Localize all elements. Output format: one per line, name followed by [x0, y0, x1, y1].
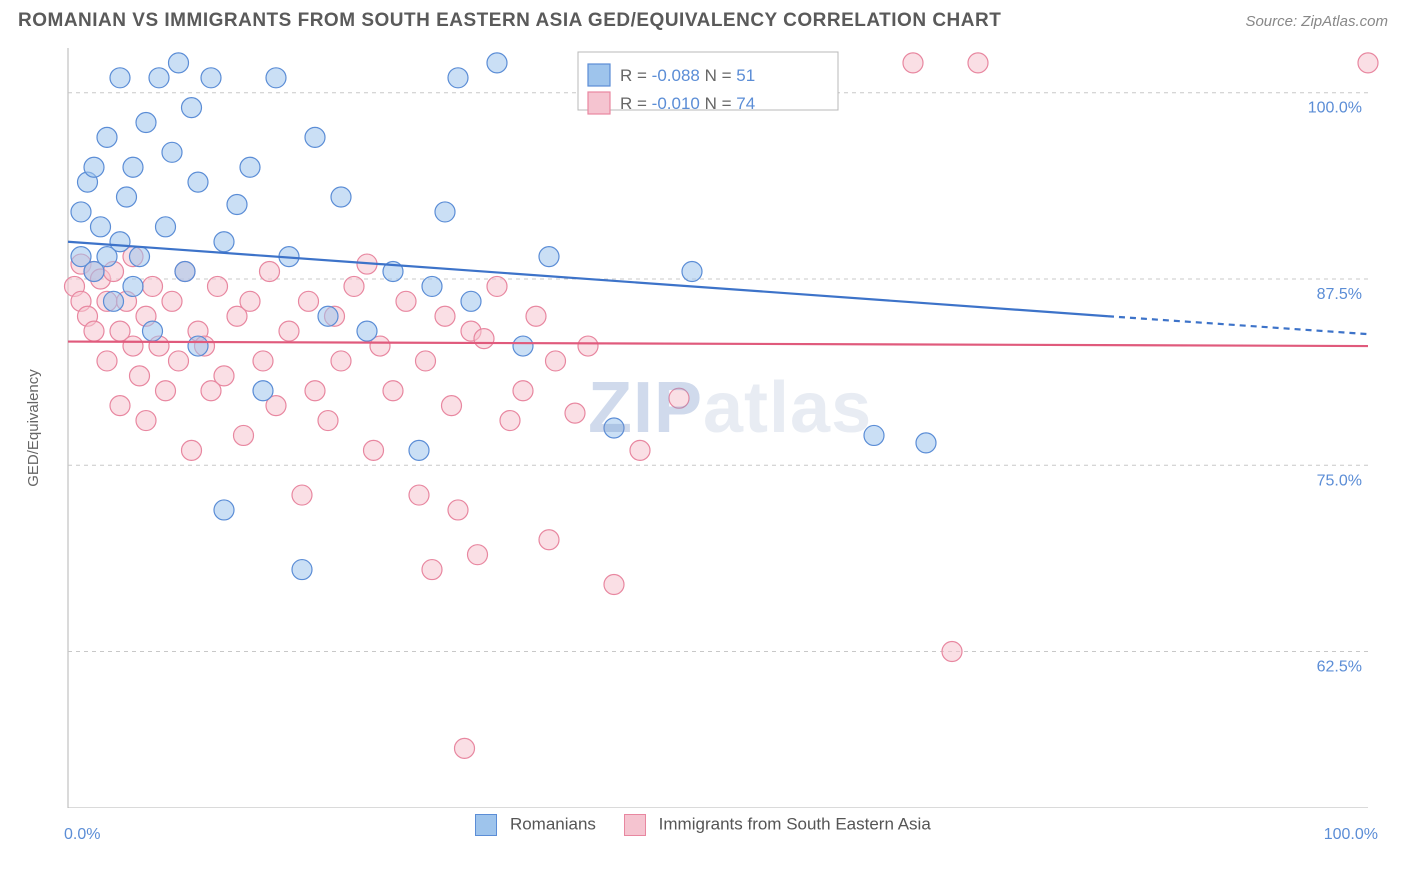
- scatter-chart: 62.5% 75.0% 87.5% 100.0% GED/Equivalency R = …: [18, 38, 1388, 808]
- svg-text:GED/Equivalency: GED/Equivalency: [25, 369, 42, 487]
- swatch-icon: [475, 814, 497, 836]
- swatch-icon: [624, 814, 646, 836]
- svg-text:75.0%: 75.0%: [1317, 472, 1362, 489]
- svg-text:100.0%: 100.0%: [1308, 100, 1362, 117]
- svg-text:62.5%: 62.5%: [1317, 659, 1362, 676]
- x-axis-max-label: 100.0%: [1324, 826, 1378, 844]
- svg-text:R = -0.088 N = 51: R = -0.088 N = 51: [620, 66, 755, 85]
- svg-text:87.5%: 87.5%: [1317, 286, 1362, 303]
- source-label: Source: ZipAtlas.com: [1245, 13, 1388, 30]
- legend-item-seasia: Immigrants from South Eastern Asia: [624, 814, 931, 836]
- bottom-legend: Romanians Immigrants from South Eastern …: [0, 814, 1406, 836]
- chart-title: ROMANIAN VS IMMIGRANTS FROM SOUTH EASTER…: [18, 10, 1001, 32]
- svg-text:R = -0.010 N = 74: R = -0.010 N = 74: [620, 94, 755, 113]
- x-axis-min-label: 0.0%: [64, 826, 100, 844]
- chart-container: 62.5% 75.0% 87.5% 100.0% GED/Equivalency R = …: [18, 38, 1388, 808]
- legend-label: Immigrants from South Eastern Asia: [659, 814, 931, 833]
- legend-item-romanians: Romanians: [475, 814, 596, 836]
- legend-label: Romanians: [510, 814, 596, 833]
